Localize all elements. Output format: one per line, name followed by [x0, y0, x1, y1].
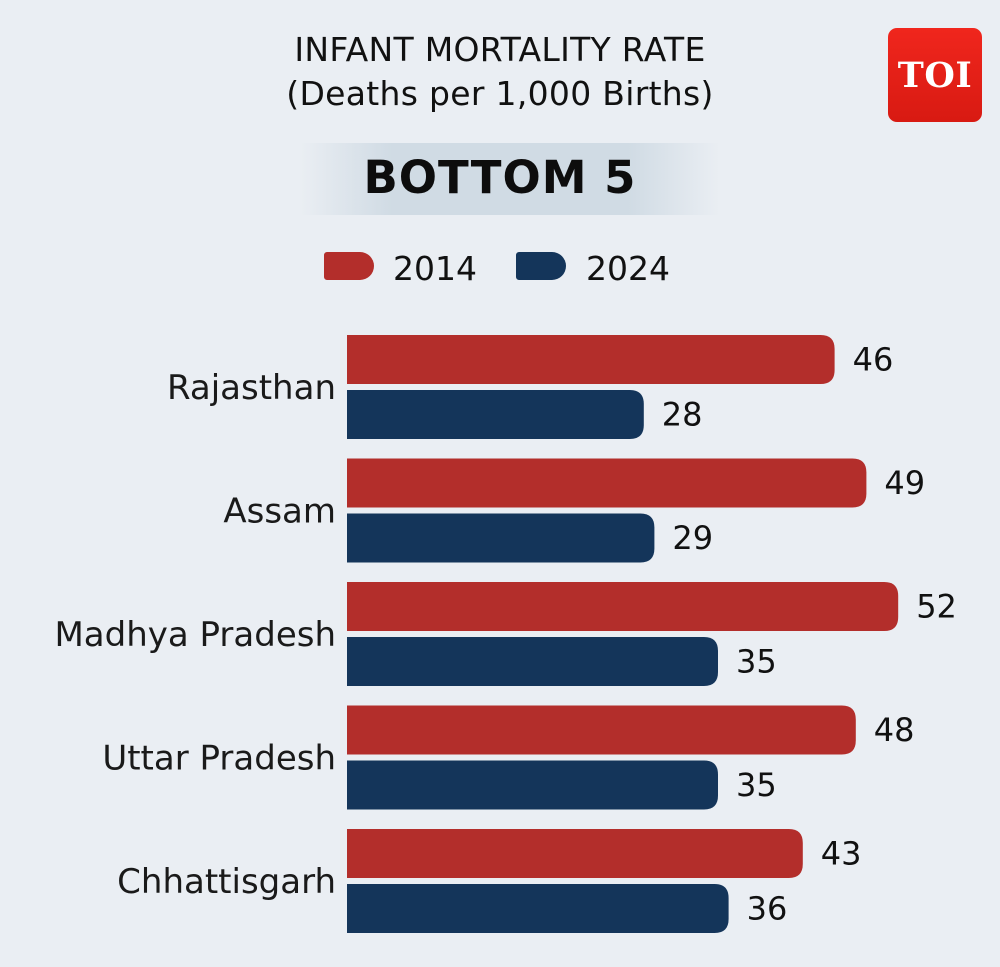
category-label-assam: Assam: [223, 492, 336, 532]
category-label-uttar-pradesh: Uttar Pradesh: [102, 739, 336, 779]
legend-swatch-2014: [324, 252, 374, 280]
section-subtitle: BOTTOM 5: [363, 151, 637, 204]
value-label-rajasthan-2014: 46: [853, 341, 894, 379]
value-label-assam-2014: 49: [884, 464, 925, 502]
value-label-chhattisgarh-2024: 36: [747, 890, 788, 928]
value-label-chhattisgarh-2014: 43: [821, 835, 862, 873]
category-label-chhattisgarh: Chhattisgarh: [117, 862, 336, 902]
bar-chhattisgarh-2014: [347, 829, 803, 878]
legend-label-2014: 2014: [393, 249, 477, 288]
bar-rajasthan-2024: [347, 390, 644, 439]
bar-assam-2014: [347, 458, 867, 508]
value-label-madhya-pradesh-2014: 52: [916, 588, 957, 626]
bars-group: [347, 335, 899, 933]
value-label-rajasthan-2024: 28: [662, 396, 703, 434]
legend-label-2024: 2024: [586, 249, 670, 288]
chart-title: INFANT MORTALITY RATE: [294, 30, 706, 69]
bar-uttar-pradesh-2014: [347, 705, 856, 755]
bar-rajasthan-2014: [347, 335, 835, 384]
chart-subtitle-units: (Deaths per 1,000 Births): [286, 74, 714, 113]
category-label-rajasthan: Rajasthan: [167, 368, 336, 408]
bar-assam-2024: [347, 513, 655, 563]
value-label-madhya-pradesh-2024: 35: [736, 643, 777, 681]
toi-logo: TOI: [888, 28, 982, 122]
category-label-madhya-pradesh: Madhya Pradesh: [54, 615, 336, 655]
value-label-assam-2024: 29: [672, 519, 713, 557]
bar-uttar-pradesh-2024: [347, 760, 718, 810]
labels-group: Rajasthan 46 28 Assam 49 29 Madhya Pradesh 52 35…: [54, 341, 956, 928]
subtitle-band: [300, 143, 720, 215]
bar-madhya-pradesh-2024: [347, 637, 718, 686]
bar-chhattisgarh-2024: [347, 884, 729, 933]
bar-madhya-pradesh-2014: [347, 582, 899, 631]
legend-swatch-2024: [516, 252, 566, 280]
value-label-uttar-pradesh-2024: 35: [736, 766, 777, 804]
value-label-uttar-pradesh-2014: 48: [874, 711, 915, 749]
